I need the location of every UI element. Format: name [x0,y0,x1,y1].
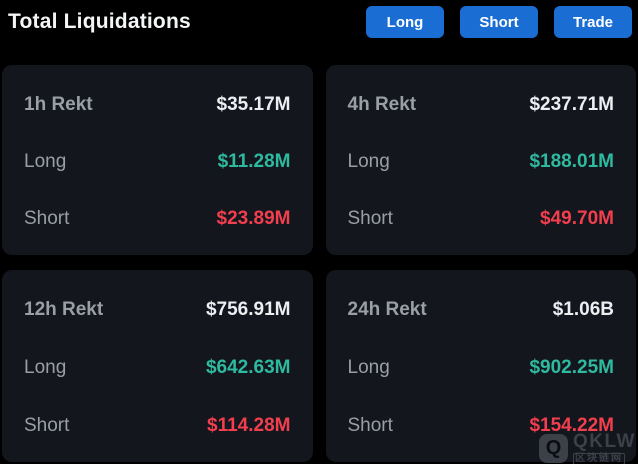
total-row: 12h Rekt $756.91M [24,300,291,319]
header-buttons: Long Short Trade [366,6,632,38]
total-row: 24h Rekt $1.06B [348,300,615,319]
long-value: $11.28M [217,151,291,172]
header: Total Liquidations Long Short Trade [0,2,638,42]
long-label: Long [24,151,67,172]
short-value: $154.22M [529,415,614,436]
short-row: Short $154.22M [348,416,615,435]
long-label: Long [347,151,390,172]
short-value: $23.89M [216,208,291,229]
short-label: Short [24,208,70,229]
period-label: 4h Rekt [347,94,417,115]
long-row: Long $188.01M [348,152,615,171]
long-button[interactable]: Long [366,6,444,38]
short-button[interactable]: Short [460,6,538,38]
short-label: Short [347,415,393,436]
long-value: $902.25M [529,357,614,378]
trade-button[interactable]: Trade [554,6,632,38]
short-value: $114.28M [207,415,291,436]
period-label: 24h Rekt [347,299,427,320]
long-label: Long [347,357,390,378]
total-value: $237.71M [529,94,614,115]
liquidation-cards-grid: 1h Rekt $35.17M Long $11.28M Short $23.8… [0,65,638,462]
short-row: Short $49.70M [348,209,615,228]
short-row: Short $23.89M [24,209,291,228]
card-24h-rekt: 24h Rekt $1.06B Long $902.25M Short $154… [325,270,636,462]
period-label: 12h Rekt [24,299,104,320]
long-row: Long $11.28M [24,152,291,171]
short-label: Short [24,415,70,436]
total-value: $756.91M [205,299,291,320]
page-title: Total Liquidations [8,10,191,33]
short-label: Short [347,208,393,229]
long-row: Long $642.63M [24,358,291,377]
long-value: $188.01M [529,151,614,172]
short-row: Short $114.28M [24,416,291,435]
long-label: Long [24,357,67,378]
period-label: 1h Rekt [24,94,93,115]
total-row: 1h Rekt $35.17M [24,95,291,114]
total-row: 4h Rekt $237.71M [348,95,615,114]
total-value: $1.06B [552,299,614,320]
card-1h-rekt: 1h Rekt $35.17M Long $11.28M Short $23.8… [2,65,313,255]
card-12h-rekt: 12h Rekt $756.91M Long $642.63M Short $1… [2,270,313,462]
short-value: $49.70M [540,208,614,229]
card-4h-rekt: 4h Rekt $237.71M Long $188.01M Short $49… [325,65,636,255]
total-value: $35.17M [216,94,291,115]
long-value: $642.63M [205,357,291,378]
long-row: Long $902.25M [348,358,615,377]
